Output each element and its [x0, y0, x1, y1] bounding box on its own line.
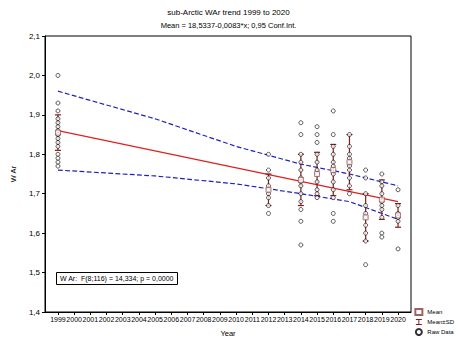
svg-text:W Ar: W Ar	[9, 165, 18, 182]
svg-text:1,6: 1,6	[29, 229, 41, 238]
svg-text:sub-Arctic WAr trend 1999 to 2: sub-Arctic WAr trend 1999 to 2020	[167, 8, 290, 17]
svg-text:2010: 2010	[228, 316, 244, 323]
svg-text:2012: 2012	[261, 316, 277, 323]
svg-text:2,1: 2,1	[29, 32, 41, 41]
svg-text:1,5: 1,5	[29, 268, 41, 277]
svg-text:Mean±SD: Mean±SD	[427, 319, 454, 325]
svg-text:2004: 2004	[131, 316, 147, 323]
svg-text:Mean = 18,5337-0,0083*x; 0,95: Mean = 18,5337-0,0083*x; 0,95 Conf.Int.	[161, 21, 297, 30]
svg-text:2001: 2001	[83, 316, 99, 323]
svg-text:2000: 2000	[66, 316, 82, 323]
svg-text:2,0: 2,0	[29, 71, 41, 80]
svg-text:2003: 2003	[115, 316, 131, 323]
svg-text:2011: 2011	[245, 316, 260, 323]
svg-text:1,8: 1,8	[29, 150, 41, 159]
svg-text:2018: 2018	[358, 316, 374, 323]
svg-text:2020: 2020	[390, 316, 406, 323]
svg-text:2006: 2006	[164, 316, 180, 323]
svg-text:Raw Data: Raw Data	[427, 329, 454, 335]
svg-text:Year: Year	[220, 329, 236, 338]
svg-text:Mean: Mean	[427, 309, 442, 315]
svg-text:2007: 2007	[180, 316, 196, 323]
svg-text:W Ar: F(8;116) = 14,334; p =: W Ar: F(8;116) = 14,334; p = 0,0000	[60, 275, 174, 283]
svg-text:2009: 2009	[212, 316, 228, 323]
svg-text:2002: 2002	[99, 316, 115, 323]
svg-text:1999: 1999	[50, 316, 66, 323]
svg-text:2016: 2016	[325, 316, 341, 323]
svg-text:2015: 2015	[309, 316, 325, 323]
svg-text:1,7: 1,7	[29, 189, 41, 198]
svg-text:2008: 2008	[196, 316, 212, 323]
svg-text:2005: 2005	[147, 316, 163, 323]
svg-text:2014: 2014	[293, 316, 309, 323]
svg-text:2017: 2017	[342, 316, 358, 323]
svg-text:1,4: 1,4	[29, 308, 41, 317]
svg-text:2019: 2019	[374, 316, 390, 323]
svg-text:1,9: 1,9	[29, 110, 41, 119]
svg-text:2013: 2013	[277, 316, 293, 323]
